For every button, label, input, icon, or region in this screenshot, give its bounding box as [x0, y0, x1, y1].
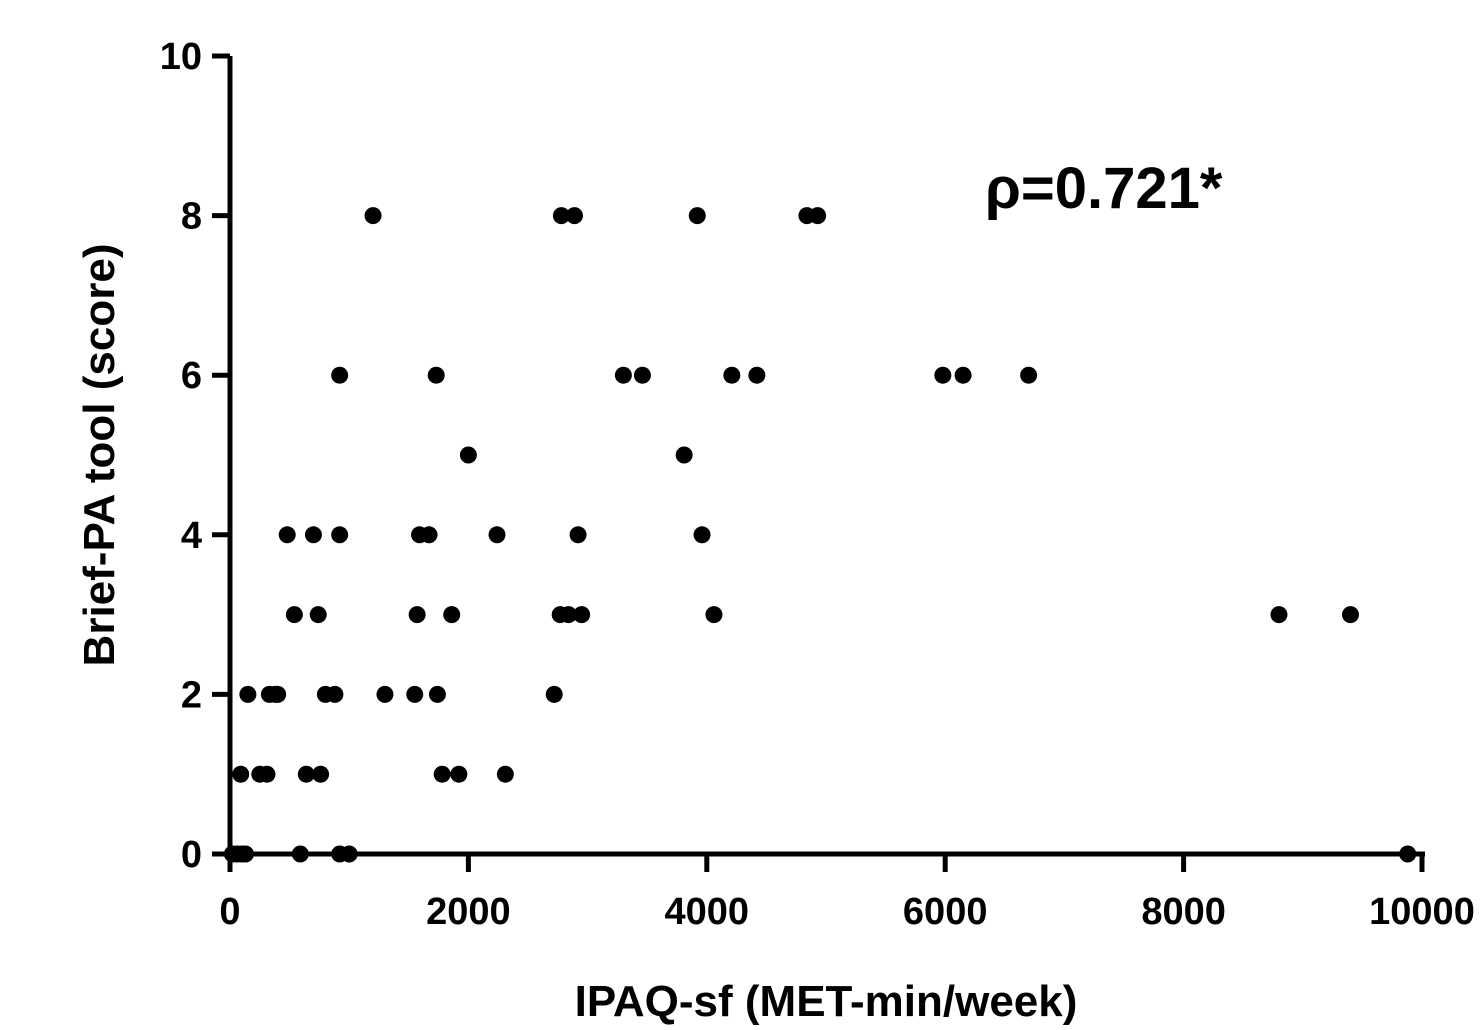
data-point	[269, 685, 287, 703]
data-point	[723, 366, 741, 384]
data-point	[278, 526, 296, 544]
data-point	[488, 526, 506, 544]
data-point	[748, 366, 766, 384]
data-point	[285, 606, 303, 624]
data-point	[633, 366, 651, 384]
y-tick-label: 0	[181, 834, 202, 876]
data-point	[236, 845, 254, 863]
data-point	[304, 526, 322, 544]
data-point	[340, 845, 358, 863]
x-tick-label: 4000	[665, 891, 750, 933]
data-point	[406, 685, 424, 703]
data-point	[496, 765, 514, 783]
data-point	[693, 526, 711, 544]
data-point	[450, 765, 468, 783]
y-tick-label: 8	[181, 196, 202, 238]
x-tick-label: 6000	[903, 891, 988, 933]
data-point	[809, 207, 827, 225]
data-point	[433, 765, 451, 783]
x-tick-label: 8000	[1141, 891, 1226, 933]
data-point	[331, 366, 349, 384]
data-point	[459, 446, 477, 464]
data-point	[443, 606, 461, 624]
data-point	[376, 685, 394, 703]
data-point	[297, 765, 315, 783]
x-tick-label: 2000	[426, 891, 511, 933]
data-point	[258, 765, 276, 783]
axes	[227, 56, 1425, 872]
data-point	[614, 366, 632, 384]
y-tick-label: 10	[160, 36, 202, 78]
data-point	[1341, 606, 1359, 624]
data-point	[309, 606, 327, 624]
data-point	[1020, 366, 1038, 384]
data-point	[705, 606, 723, 624]
data-point	[291, 845, 309, 863]
correlation-annotation: ρ=0.721*	[985, 156, 1223, 221]
data-point	[675, 446, 693, 464]
data-point	[573, 606, 591, 624]
data-point	[1270, 606, 1288, 624]
y-tick-label: 6	[181, 355, 202, 397]
y-tick-label: 2	[181, 674, 202, 716]
data-point	[331, 526, 349, 544]
y-ticks: 0 2 4 6 8 10	[160, 36, 230, 876]
data-point	[954, 366, 972, 384]
data-point	[545, 685, 563, 703]
data-point	[420, 526, 438, 544]
data-point	[565, 207, 583, 225]
data-point	[569, 526, 587, 544]
data-points	[223, 207, 1417, 863]
y-axis-title: Brief-PA tool (score)	[75, 244, 124, 667]
data-point	[312, 765, 330, 783]
data-point	[408, 606, 426, 624]
x-tick-label: 10000	[1369, 891, 1475, 933]
data-point	[364, 207, 382, 225]
data-point	[232, 765, 250, 783]
data-point	[428, 685, 446, 703]
data-point	[560, 606, 578, 624]
data-point	[552, 207, 570, 225]
y-tick-label: 4	[181, 515, 202, 557]
x-ticks: 0 2000 4000 6000 8000 10000	[219, 854, 1475, 933]
x-axis-title: IPAQ-sf (MET-min/week)	[575, 977, 1078, 1025]
data-point	[1399, 845, 1417, 863]
data-point	[239, 685, 257, 703]
data-point	[326, 685, 344, 703]
data-point	[427, 366, 445, 384]
data-point	[688, 207, 706, 225]
x-tick-label: 0	[219, 891, 240, 933]
data-point	[934, 366, 952, 384]
